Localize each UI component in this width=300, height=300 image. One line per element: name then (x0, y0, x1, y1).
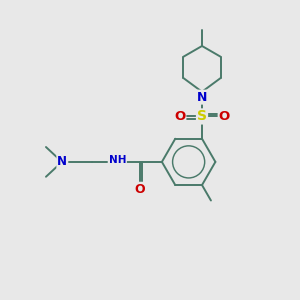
Text: N: N (57, 155, 67, 168)
Text: O: O (174, 110, 185, 123)
Text: O: O (219, 110, 230, 123)
Text: N: N (197, 91, 207, 103)
Text: O: O (134, 183, 145, 196)
Text: NH: NH (109, 155, 126, 165)
Text: S: S (197, 110, 207, 123)
